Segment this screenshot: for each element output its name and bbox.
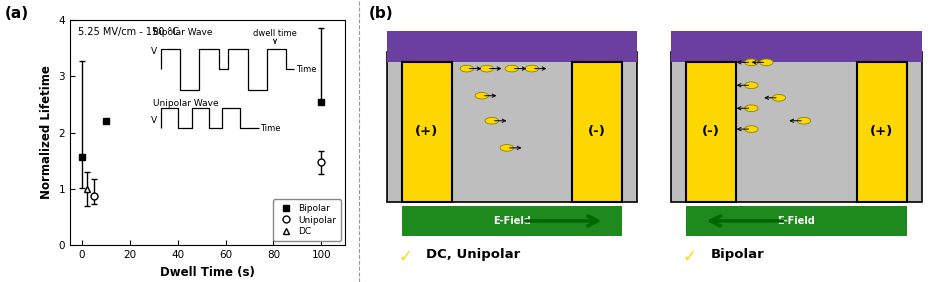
Circle shape <box>500 145 513 151</box>
Circle shape <box>460 65 474 72</box>
Circle shape <box>505 65 519 72</box>
Bar <box>671 31 922 62</box>
Bar <box>572 62 622 202</box>
Text: (+): (+) <box>415 125 439 138</box>
Text: Bipolar: Bipolar <box>711 248 765 261</box>
Text: DC, Unipolar: DC, Unipolar <box>426 248 521 261</box>
Text: 5.25 MV/cm - 150 °C: 5.25 MV/cm - 150 °C <box>78 27 179 36</box>
Bar <box>671 52 922 202</box>
Circle shape <box>745 59 759 66</box>
Text: E-Field: E-Field <box>493 216 531 226</box>
Circle shape <box>759 59 773 66</box>
Circle shape <box>485 117 498 124</box>
Text: (+): (+) <box>870 125 893 138</box>
X-axis label: Dwell Time (s): Dwell Time (s) <box>160 266 255 279</box>
Circle shape <box>773 94 786 101</box>
Bar <box>687 206 907 235</box>
Text: Time: Time <box>296 65 316 74</box>
Text: (b): (b) <box>369 6 393 21</box>
Bar <box>386 31 637 62</box>
Text: V: V <box>151 47 158 56</box>
Circle shape <box>745 82 759 89</box>
Text: ✓: ✓ <box>398 248 411 266</box>
Circle shape <box>480 65 494 72</box>
Text: E-Field: E-Field <box>777 216 815 226</box>
Circle shape <box>745 126 759 133</box>
Circle shape <box>797 117 811 124</box>
Text: (a): (a) <box>5 6 29 21</box>
Legend: Bipolar, Unipolar, DC: Bipolar, Unipolar, DC <box>273 199 341 241</box>
Bar <box>402 206 622 235</box>
Circle shape <box>745 105 759 112</box>
Text: V: V <box>151 116 158 125</box>
Y-axis label: Normalized Lifetime: Normalized Lifetime <box>40 66 53 199</box>
Bar <box>402 62 452 202</box>
Bar <box>687 62 736 202</box>
Circle shape <box>525 65 538 72</box>
Text: Unipolar Wave: Unipolar Wave <box>153 99 218 108</box>
Text: (-): (-) <box>703 125 720 138</box>
Text: dwell time: dwell time <box>253 29 297 43</box>
Bar <box>386 52 637 202</box>
Text: ✓: ✓ <box>683 248 696 266</box>
Circle shape <box>475 92 489 99</box>
Text: Time: Time <box>260 124 281 133</box>
Bar <box>856 62 907 202</box>
Text: (-): (-) <box>588 125 606 138</box>
Text: Bipolar Wave: Bipolar Wave <box>153 28 212 37</box>
